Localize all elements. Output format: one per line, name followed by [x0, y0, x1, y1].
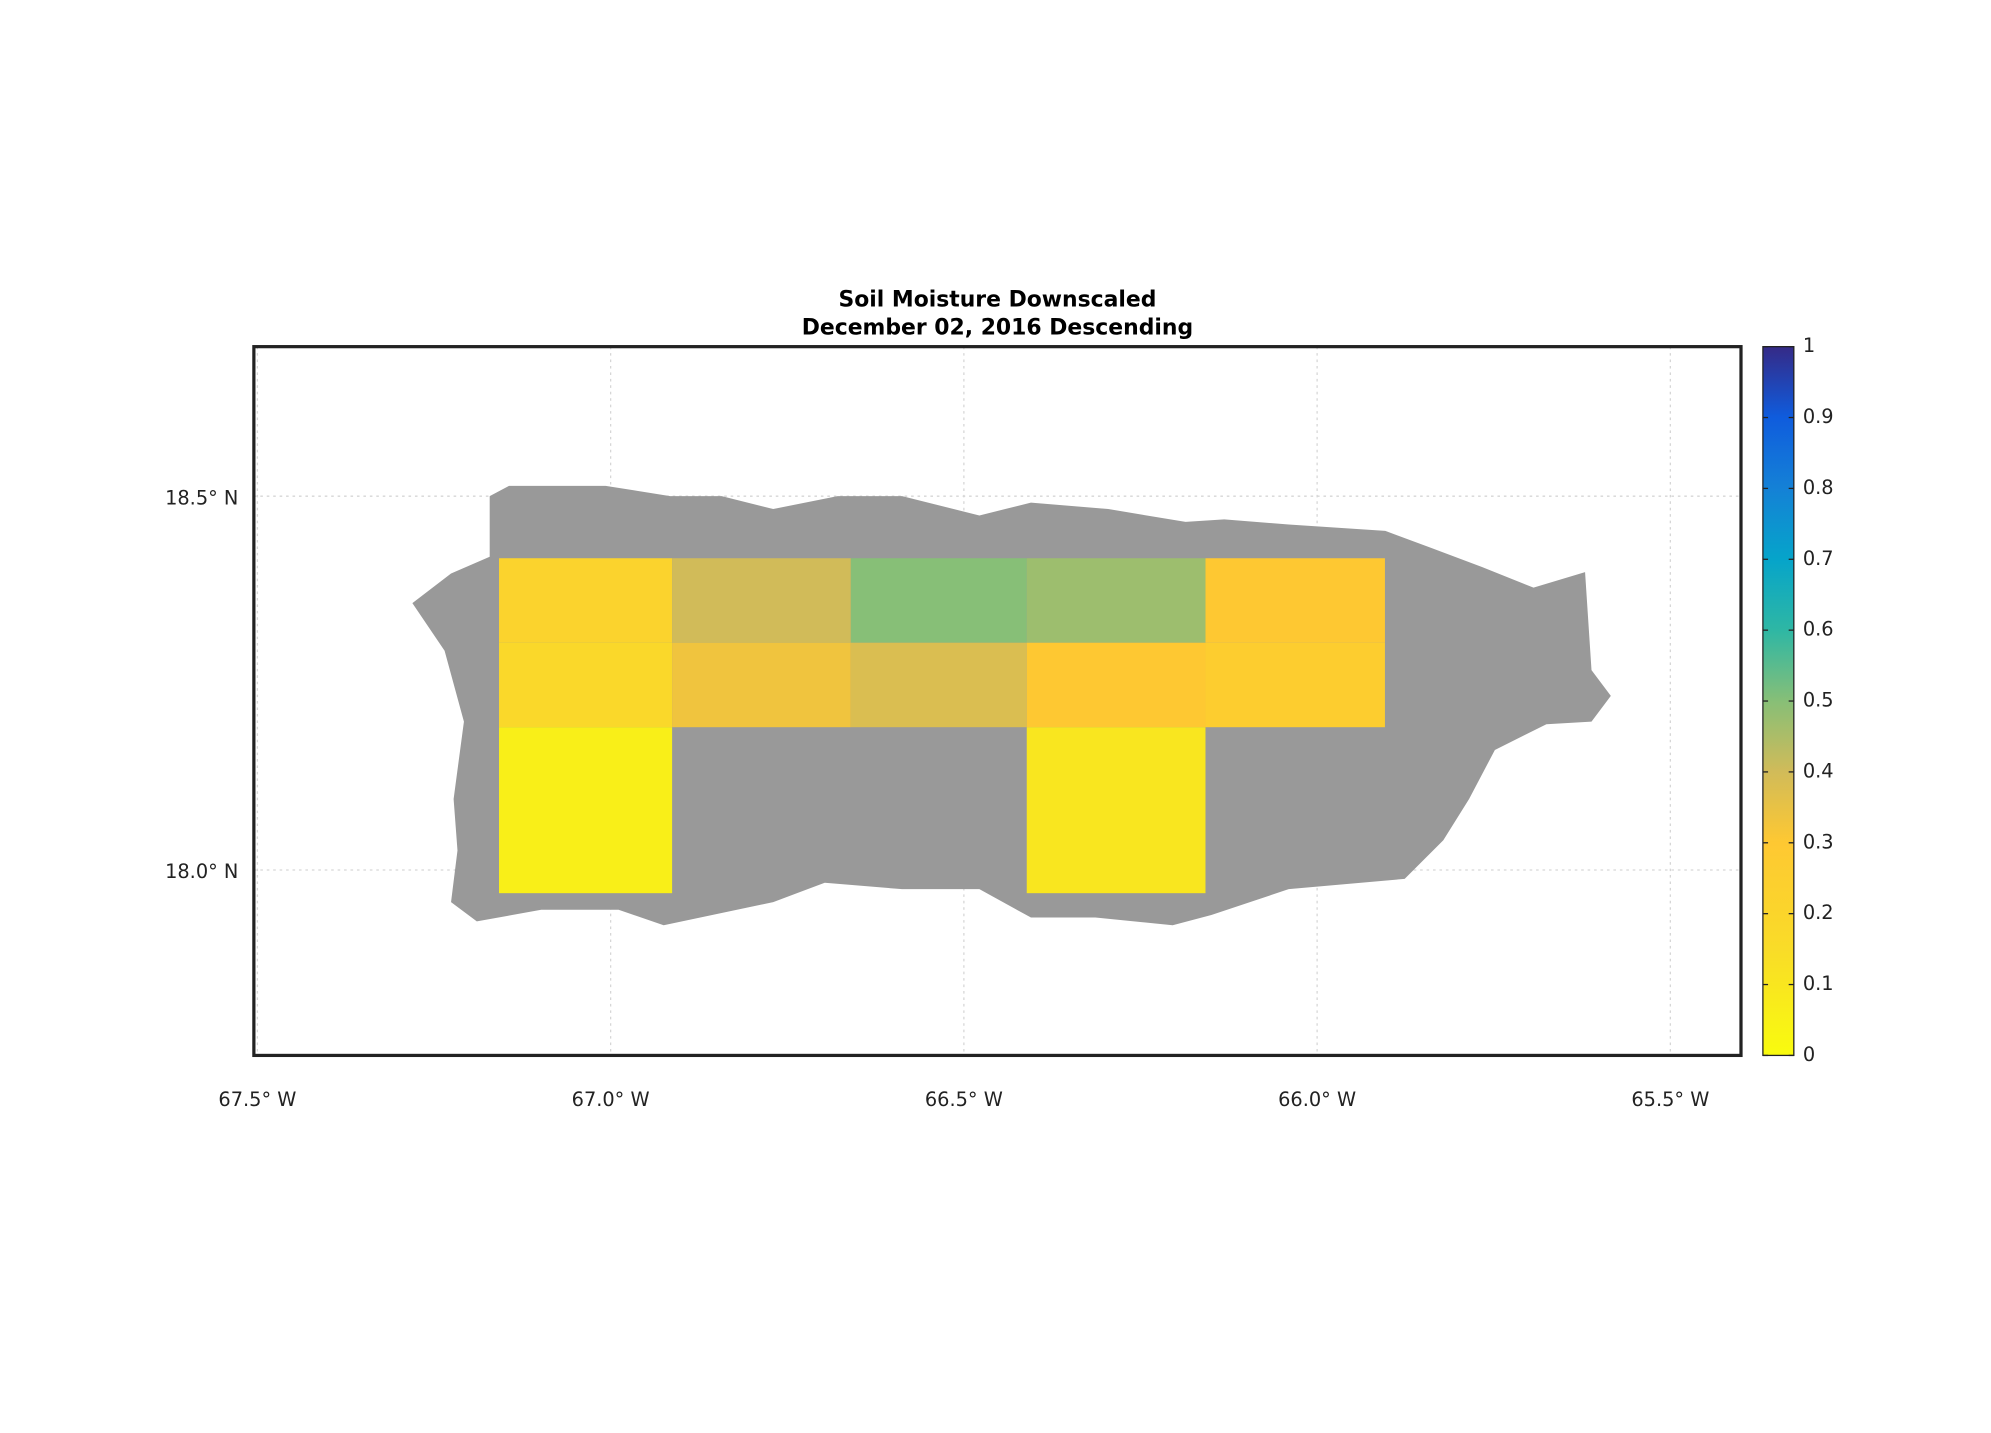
x-tick-label: 67.5° W [218, 1088, 296, 1111]
colorbar-tick-label: 0.6 [1803, 618, 1834, 641]
colorbar-tick-label: 0.8 [1803, 476, 1834, 499]
y-tick-label: 18.0° N [165, 860, 238, 883]
colorbar-tick-label: 0.7 [1803, 547, 1834, 570]
colorbar-tick-label: 0.3 [1803, 830, 1834, 853]
ticks: 67.5° W 67.0° W 66.5° W 66.0° W 65.5° W 18.0°… [165, 334, 1834, 1111]
soil-moisture-tile [1026, 558, 1206, 643]
x-tick-label: 66.5° W [925, 1088, 1003, 1111]
soil-moisture-tile [850, 558, 1027, 643]
soil-moisture-tile [850, 642, 1027, 728]
colorbar-tick-label: 0.4 [1803, 759, 1834, 782]
colorbar-tick-label: 0.1 [1803, 972, 1834, 995]
colorbar-tick-label: 0.9 [1803, 405, 1834, 428]
soil-moisture-tile [1026, 727, 1206, 894]
colorbar-tick-label: 0.2 [1803, 901, 1834, 924]
y-tick-label: 18.5° N [165, 486, 238, 509]
soil-moisture-tile [1026, 642, 1206, 728]
soil-moisture-tile [1205, 642, 1385, 728]
chart-subtitle: December 02, 2016 Descending [802, 316, 1193, 341]
tiles [499, 558, 1385, 894]
axes-frame [252, 345, 1743, 1058]
soil-moisture-tile [672, 558, 851, 643]
x-tick-label: 66.0° W [1278, 1088, 1356, 1111]
colorbar-tick-label: 0 [1803, 1043, 1815, 1066]
soil-moisture-tile [499, 642, 673, 728]
chart-title: Soil Moisture Downscaled [838, 287, 1156, 312]
colorbar-tick-label: 0.5 [1803, 689, 1834, 712]
colorbar-tick-label: 1 [1803, 334, 1815, 357]
soil-moisture-tile [672, 642, 851, 728]
soil-moisture-tile [499, 558, 673, 643]
x-tick-label: 65.5° W [1631, 1088, 1709, 1111]
soil-moisture-tile [1205, 558, 1385, 643]
soil-moisture-tile [499, 727, 673, 894]
x-tick-label: 67.0° W [572, 1088, 650, 1111]
